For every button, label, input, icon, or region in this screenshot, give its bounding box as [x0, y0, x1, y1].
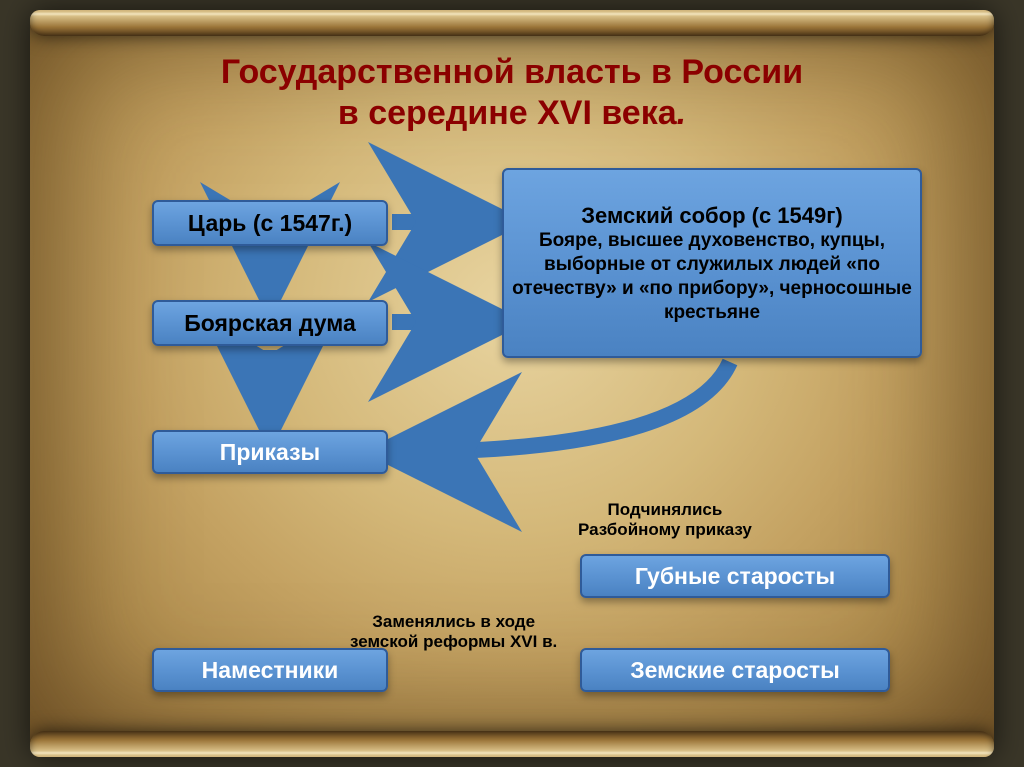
parchment-scroll: Государственной власть в России в середи… [30, 10, 994, 757]
node-zemskie-label: Земские старосты [630, 657, 840, 684]
node-tsar: Царь (с 1547г.) [152, 200, 388, 246]
node-namestniki-label: Наместники [202, 657, 339, 684]
node-zemskie: Земские старосты [580, 648, 890, 692]
title-line-1: Государственной власть в России [221, 53, 803, 91]
arrow-sobor-to-prikazy [394, 362, 730, 452]
caption-reform-l1: Заменялись в ходе [372, 612, 535, 631]
node-tsar-label: Царь (с 1547г.) [188, 210, 352, 237]
caption-razboy: Подчинялись Разбойному приказу [578, 500, 752, 541]
caption-razboy-l1: Подчинялись [608, 500, 723, 519]
node-gubnye: Губные старосты [580, 554, 890, 598]
caption-razboy-l2: Разбойному приказу [578, 520, 752, 539]
slide-title: Государственной власть в России в середи… [30, 52, 994, 135]
caption-reform: Заменялись в ходе земской реформы XVI в. [350, 612, 557, 653]
title-line-2: в середине XVI века [338, 94, 677, 132]
caption-reform-l2: земской реформы XVI в. [350, 632, 557, 651]
node-prikazy: Приказы [152, 430, 388, 474]
node-duma-label: Боярская дума [184, 310, 356, 337]
node-sobor-head: Земский собор (с 1549г) [581, 202, 842, 230]
node-namestniki: Наместники [152, 648, 388, 692]
node-sobor-body: Бояре, высшее духовенство, купцы, выборн… [512, 229, 912, 324]
node-sobor: Земский собор (с 1549г) Бояре, высшее ду… [502, 168, 922, 358]
node-prikazy-label: Приказы [220, 439, 320, 466]
node-duma: Боярская дума [152, 300, 388, 346]
node-gubnye-label: Губные старосты [635, 563, 835, 590]
